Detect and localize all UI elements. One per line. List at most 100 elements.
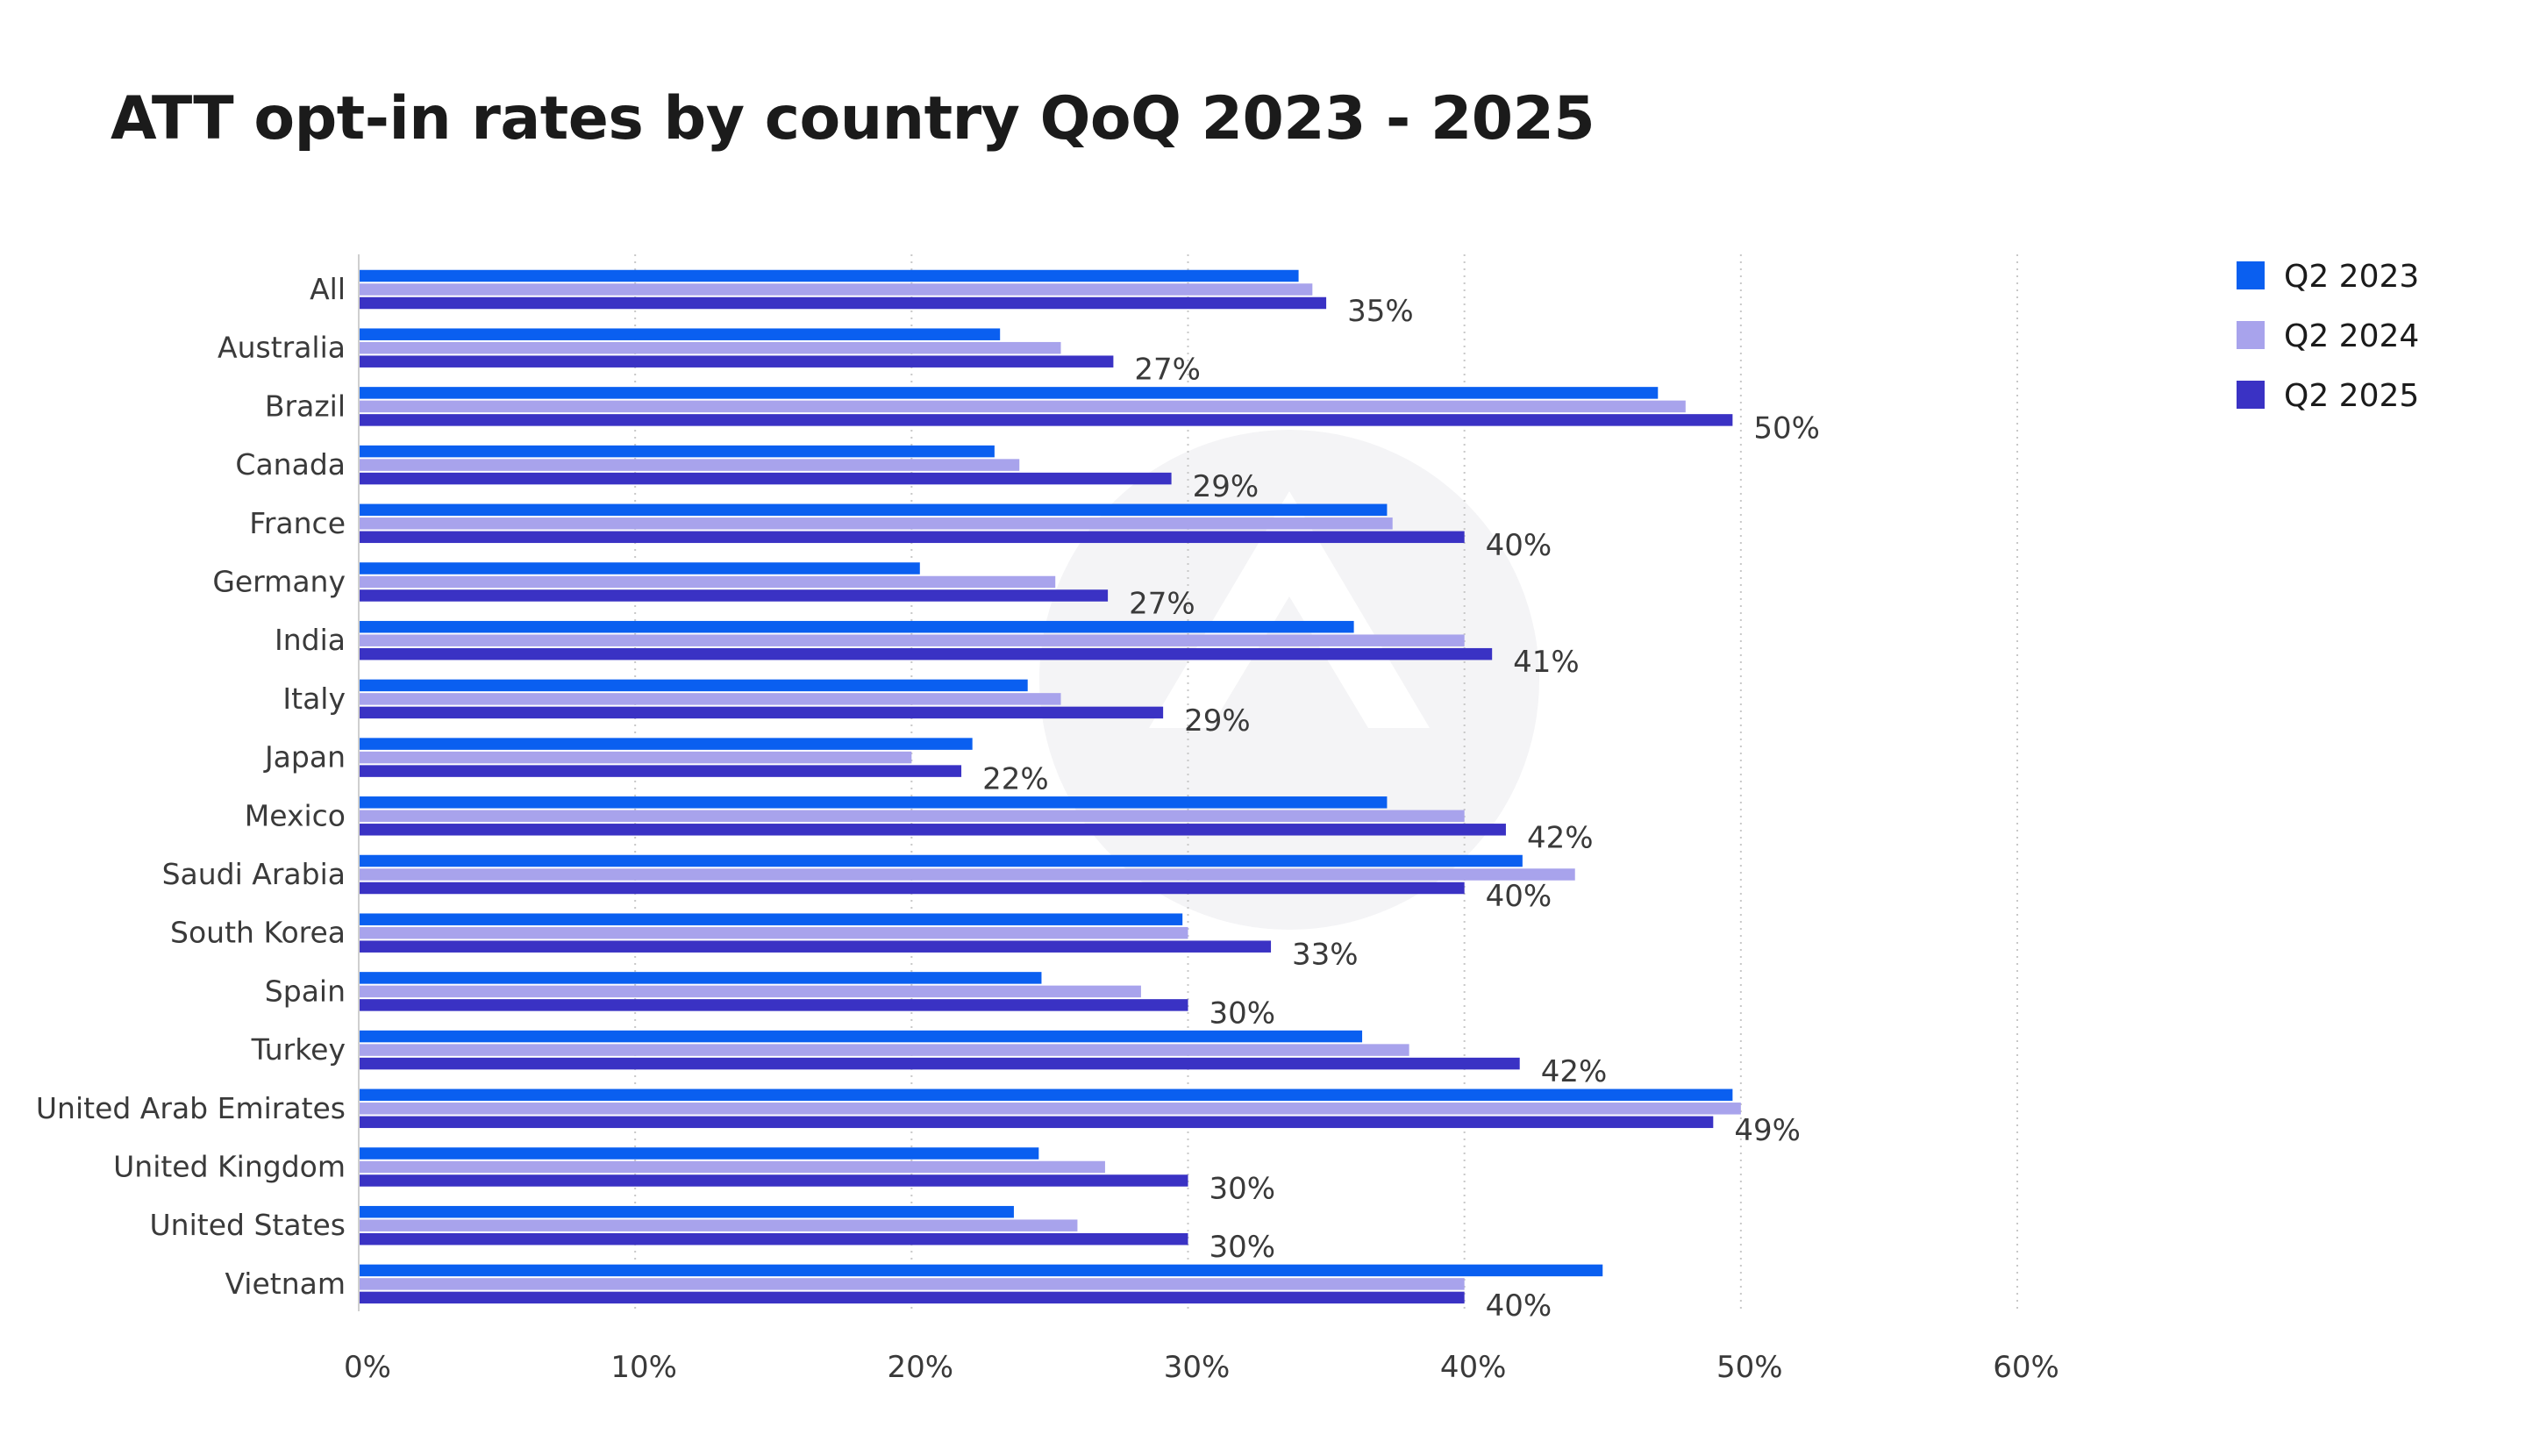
category-label-3: Canada: [235, 447, 346, 482]
bar-16-0: [359, 1205, 1014, 1218]
bar-7-2: [359, 706, 1164, 719]
bar-14-1: [359, 1103, 1741, 1115]
data-label-1: 27%: [1134, 353, 1201, 388]
grid-lines: [634, 254, 2018, 1311]
data-label-15: 30%: [1209, 1172, 1276, 1207]
bar-13-0: [359, 1030, 1363, 1043]
bar-7-0: [359, 679, 1028, 692]
bar-3-1: [359, 459, 1020, 471]
bar-0-2: [359, 296, 1327, 310]
bar-11-0: [359, 913, 1183, 925]
bar-15-2: [359, 1174, 1188, 1187]
data-label-11: 33%: [1292, 938, 1359, 973]
category-label-6: India: [275, 623, 346, 657]
labels: All Australia Brazil Canada France Germany Ind…: [36, 272, 2059, 1385]
bar-3-0: [359, 445, 995, 458]
bar-8-0: [359, 738, 973, 750]
bar-17-0: [359, 1264, 1603, 1277]
bar-3-2: [359, 472, 1172, 485]
category-label-5: Germany: [212, 565, 346, 599]
bar-2-2: [359, 414, 1733, 426]
category-label-8: Japan: [263, 740, 346, 774]
bar-11-2: [359, 940, 1272, 953]
bar-1-2: [359, 355, 1114, 368]
legend-label-2: Q2 2025: [2284, 378, 2419, 414]
bars: [359, 269, 1741, 1304]
category-label-4: France: [249, 506, 346, 540]
bar-16-1: [359, 1219, 1078, 1231]
data-label-7: 29%: [1184, 703, 1251, 739]
category-label-11: South Korea: [170, 916, 346, 950]
bar-0-1: [359, 283, 1313, 296]
bar-12-1: [359, 985, 1141, 998]
data-label-0: 35%: [1347, 294, 1414, 329]
category-label-13: Turkey: [251, 1032, 346, 1067]
legend-swatch-2: [2237, 381, 2265, 409]
data-label-12: 30%: [1209, 996, 1276, 1031]
category-label-16: United States: [150, 1208, 346, 1242]
bar-2-1: [359, 400, 1686, 413]
data-label-13: 42%: [1541, 1054, 1608, 1089]
legend-swatch-0: [2237, 261, 2265, 289]
data-label-10: 40%: [1486, 879, 1552, 914]
x-tick-label-1: 10%: [610, 1350, 677, 1385]
data-label-6: 41%: [1513, 645, 1580, 680]
x-tick-label-0: 0%: [344, 1350, 391, 1385]
bar-5-0: [359, 562, 920, 575]
bar-15-1: [359, 1160, 1105, 1174]
bar-4-1: [359, 517, 1393, 530]
data-label-2: 50%: [1753, 410, 1820, 446]
x-tick-label-4: 40%: [1440, 1350, 1507, 1385]
bar-17-2: [359, 1291, 1465, 1304]
category-label-9: Mexico: [245, 798, 346, 832]
category-label-14: United Arab Emirates: [36, 1091, 346, 1125]
watermark-mark: [1149, 491, 1430, 728]
bar-7-1: [359, 693, 1061, 705]
bar-1-1: [359, 341, 1061, 354]
legend-label-1: Q2 2024: [2284, 318, 2419, 354]
category-label-12: Spain: [265, 974, 346, 1008]
bar-1-0: [359, 328, 1001, 340]
category-label-2: Brazil: [265, 389, 346, 423]
x-tick-label-3: 30%: [1164, 1350, 1231, 1385]
data-label-14: 49%: [1734, 1113, 1801, 1148]
bar-12-0: [359, 972, 1042, 984]
bar-6-1: [359, 634, 1465, 646]
data-label-17: 40%: [1486, 1288, 1552, 1324]
bar-14-0: [359, 1088, 1733, 1102]
data-label-5: 27%: [1129, 587, 1195, 622]
category-label-10: Saudi Arabia: [162, 857, 346, 891]
bar-2-0: [359, 387, 1659, 399]
legend: Q2 2023 Q2 2024 Q2 2025: [2237, 259, 2419, 414]
bar-13-2: [359, 1057, 1520, 1070]
bar-15-0: [359, 1147, 1039, 1160]
category-label-15: United Kingdom: [113, 1150, 346, 1184]
bar-14-2: [359, 1116, 1714, 1129]
bar-6-0: [359, 620, 1354, 633]
bar-16-2: [359, 1232, 1188, 1245]
bar-8-2: [359, 765, 962, 777]
bar-8-1: [359, 751, 912, 764]
bar-12-2: [359, 999, 1188, 1011]
bar-17-1: [359, 1278, 1465, 1290]
bar-6-2: [359, 647, 1493, 660]
legend-label-0: Q2 2023: [2284, 259, 2419, 295]
bar-4-0: [359, 503, 1388, 517]
bar-10-0: [359, 854, 1523, 867]
chart-title: ATT opt-in rates by country QoQ 2023 - 2…: [111, 84, 1595, 153]
legend-swatch-1: [2237, 321, 2265, 349]
x-tick-label-2: 20%: [888, 1350, 954, 1385]
data-label-9: 42%: [1527, 820, 1594, 855]
data-label-8: 22%: [982, 762, 1049, 797]
bar-5-1: [359, 575, 1056, 589]
x-tick-label-5: 50%: [1716, 1350, 1783, 1385]
category-label-0: All: [310, 272, 346, 306]
category-label-17: Vietnam: [225, 1267, 346, 1301]
bar-10-2: [359, 881, 1465, 895]
category-label-1: Australia: [218, 331, 346, 365]
data-label-16: 30%: [1209, 1230, 1276, 1265]
category-label-7: Italy: [282, 682, 346, 716]
bar-11-1: [359, 926, 1188, 939]
bar-9-0: [359, 796, 1388, 809]
